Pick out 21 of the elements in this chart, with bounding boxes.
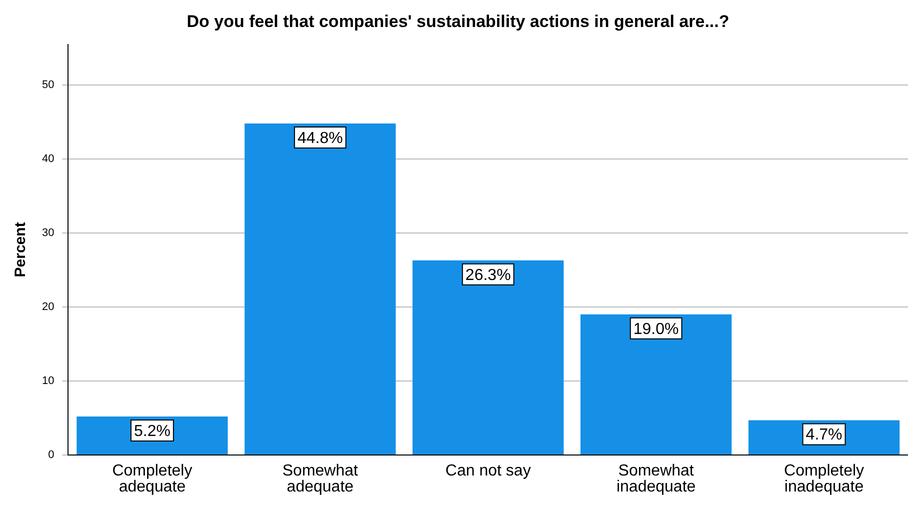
bar: [244, 124, 396, 454]
data-label: 44.8%: [297, 130, 343, 147]
y-tick-label: 10: [42, 375, 54, 388]
x-tick-label: Completely inadequate: [784, 462, 864, 496]
y-tick-label: 50: [42, 79, 54, 92]
x-tick-label: Can not say: [445, 462, 531, 480]
data-label: 4.7%: [806, 426, 842, 444]
y-tick-label: 30: [42, 227, 54, 240]
y-tick-label: 0: [48, 449, 54, 462]
data-label: 5.2%: [134, 422, 170, 440]
data-label: 26.3%: [465, 266, 511, 284]
y-tick-label: 20: [42, 301, 54, 314]
bar: [412, 260, 564, 454]
x-tick-label: Somewhat inadequate: [616, 462, 696, 496]
data-label: 19.0%: [633, 320, 679, 338]
y-tick-label: 40: [42, 153, 54, 166]
y-axis-title: Percent: [12, 222, 30, 278]
x-tick-label: Somewhat adequate: [282, 462, 359, 496]
bar: [580, 314, 732, 454]
x-tick-label: Completely adequate: [112, 462, 192, 496]
chart-title: Do you feel that companies' sustainability actions in general are...?: [186, 12, 730, 31]
